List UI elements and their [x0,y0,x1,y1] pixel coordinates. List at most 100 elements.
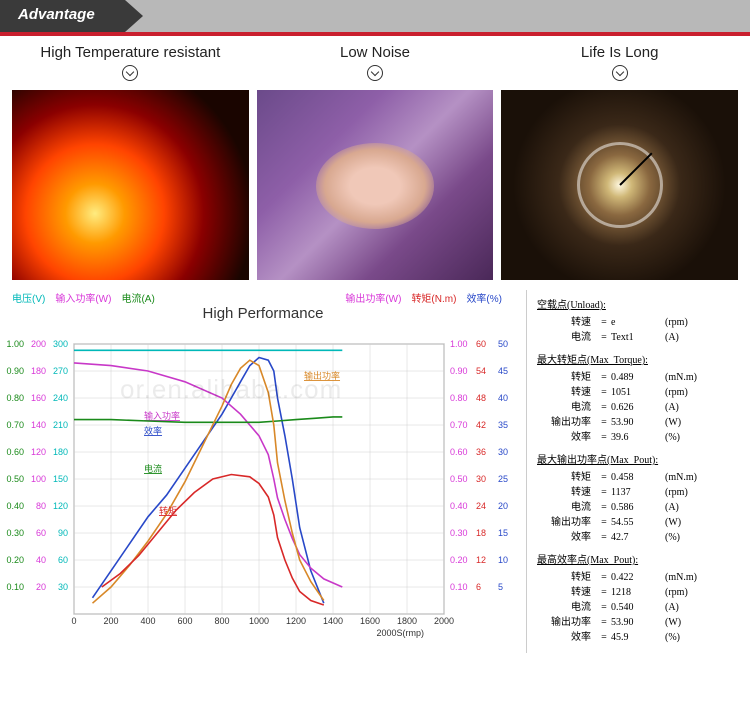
svg-text:300: 300 [53,339,68,349]
spec-section: 最大转矩点(Max_Torque):转矩=0.489(mN.m)转速=1051(… [537,353,742,445]
svg-text:12: 12 [476,555,486,565]
header-bar: Advantage [0,0,750,32]
spec-section: 最高效率点(Max_Pout):转矩=0.422(mN.m)转速=1218(rp… [537,553,742,645]
svg-text:输出功率: 输出功率 [304,370,340,381]
svg-text:600: 600 [177,616,192,626]
svg-text:输入功率: 输入功率 [144,410,180,421]
spec-section-title: 最大转矩点(Max_Torque): [537,353,742,368]
svg-text:0.40: 0.40 [450,501,468,511]
spec-row: 转矩=0.489(mN.m) [537,370,742,385]
svg-text:0.10: 0.10 [450,582,468,592]
svg-text:200: 200 [31,339,46,349]
svg-text:210: 210 [53,420,68,430]
svg-text:42: 42 [476,420,486,430]
spec-row: 输出功率=53.90(W) [537,415,742,430]
spec-row: 电流=0.586(A) [537,500,742,515]
spec-row: 效率=39.6(%) [537,430,742,445]
svg-text:1400: 1400 [323,616,343,626]
svg-text:15: 15 [498,528,508,538]
feature-card-0: High Temperature resistant [12,44,249,280]
legend-label: 电流(A) [121,290,154,305]
chart-area: 电压(V) 输入功率(W) 电流(A) 输出功率(W)转矩(N.m)效率(%) Hi… [4,290,522,653]
svg-text:30: 30 [58,582,68,592]
svg-text:400: 400 [140,616,155,626]
svg-text:20: 20 [36,582,46,592]
svg-text:0.40: 0.40 [6,501,24,511]
svg-text:0.50: 0.50 [450,474,468,484]
svg-text:0.60: 0.60 [450,447,468,457]
svg-text:35: 35 [498,420,508,430]
svg-text:30: 30 [498,447,508,457]
svg-text:240: 240 [53,393,68,403]
svg-text:60: 60 [476,339,486,349]
svg-text:0.70: 0.70 [6,420,24,430]
legend-right: 输出功率(W)转矩(N.m)效率(%) [345,290,502,305]
svg-text:0.80: 0.80 [450,393,468,403]
feature-title: Life Is Long [501,44,738,61]
feature-title: Low Noise [257,44,494,61]
svg-text:0.10: 0.10 [6,582,24,592]
svg-text:0.20: 0.20 [450,555,468,565]
svg-text:2000: 2000 [434,616,454,626]
svg-text:50: 50 [498,339,508,349]
spec-section-title: 最大输出功率点(Max_Pout): [537,453,742,468]
svg-text:0.90: 0.90 [450,366,468,376]
feature-image [257,90,494,280]
legend-top: 电压(V) 输入功率(W) 电流(A) 输出功率(W)转矩(N.m)效率(%) [4,290,522,305]
chevron-down-icon [367,65,383,81]
feature-title: High Temperature resistant [12,44,249,61]
svg-text:10: 10 [498,555,508,565]
svg-text:30: 30 [476,474,486,484]
spec-row: 转速=e(rpm) [537,315,742,330]
svg-text:0.50: 0.50 [6,474,24,484]
chart-title: High Performance [4,305,522,322]
svg-text:40: 40 [36,555,46,565]
spec-row: 电流=0.626(A) [537,400,742,415]
svg-text:36: 36 [476,447,486,457]
svg-text:200: 200 [103,616,118,626]
svg-text:54: 54 [476,366,486,376]
spec-row: 输出功率=54.55(W) [537,515,742,530]
svg-text:48: 48 [476,393,486,403]
svg-text:45: 45 [498,366,508,376]
svg-text:电流: 电流 [144,463,162,474]
svg-text:80: 80 [36,501,46,511]
svg-text:60: 60 [58,555,68,565]
svg-text:1600: 1600 [360,616,380,626]
legend-label: 输入功率(W) [55,290,111,305]
svg-text:100: 100 [31,474,46,484]
svg-text:150: 150 [53,474,68,484]
spec-section-title: 最高效率点(Max_Pout): [537,553,742,568]
spec-section: 空载点(Unload):转速=e(rpm)电流=Text1(A) [537,298,742,345]
feature-card-1: Low Noise [257,44,494,280]
svg-text:0.30: 0.30 [450,528,468,538]
performance-section: or.en.alibaba.com 电压(V)输入功率(W)电流(A) 输出功率… [0,284,750,653]
svg-text:270: 270 [53,366,68,376]
feature-image [501,90,738,280]
chevron-down-icon [122,65,138,81]
svg-text:1.00: 1.00 [450,339,468,349]
specs-panel: 空载点(Unload):转速=e(rpm)电流=Text1(A) 最大转矩点(Ma… [526,290,746,653]
svg-text:120: 120 [53,501,68,511]
spec-row: 效率=45.9(%) [537,630,742,645]
svg-text:20: 20 [498,501,508,511]
chevron-down-icon [612,65,628,81]
svg-text:40: 40 [498,393,508,403]
svg-text:效率: 效率 [144,425,162,436]
svg-text:0.70: 0.70 [450,420,468,430]
svg-text:1800: 1800 [397,616,417,626]
svg-text:0.30: 0.30 [6,528,24,538]
svg-text:0.80: 0.80 [6,393,24,403]
svg-text:90: 90 [58,528,68,538]
svg-text:160: 160 [31,393,46,403]
spec-row: 转速=1137(rpm) [537,485,742,500]
svg-text:800: 800 [214,616,229,626]
advantage-tab: Advantage [0,0,125,32]
spec-row: 转矩=0.422(mN.m) [537,570,742,585]
svg-text:5: 5 [498,582,503,592]
legend-label: 电压(V) [12,290,45,305]
spec-row: 效率=42.7(%) [537,530,742,545]
spec-row: 电流=Text1(A) [537,330,742,345]
features-row: High Temperature resistant Low Noise Lif… [0,36,750,284]
legend-label: 转矩(N.m) [411,290,456,305]
